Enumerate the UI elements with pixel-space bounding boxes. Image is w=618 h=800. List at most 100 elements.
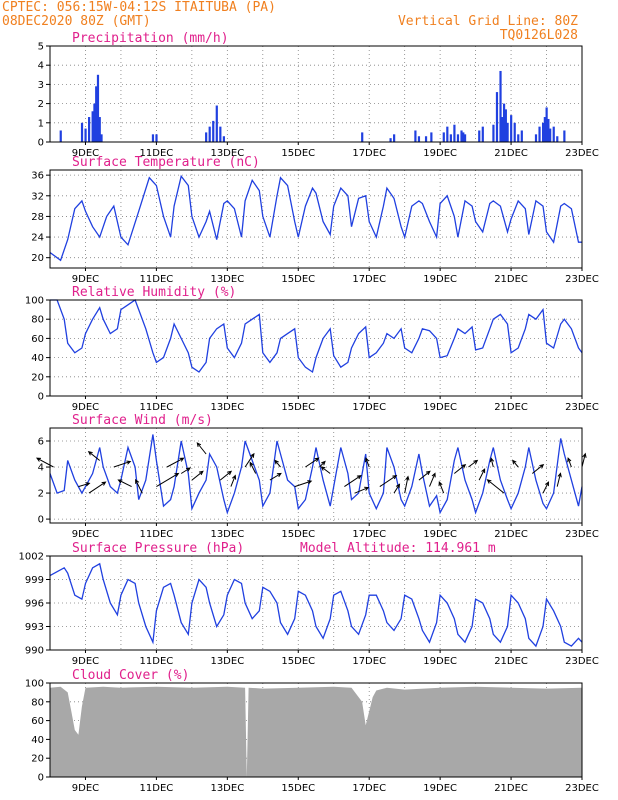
x-tick-label: 11DEC	[140, 148, 174, 159]
header-location: CPTEC: 056:15W-04:12S ITAITUBA (PA)	[2, 0, 276, 15]
x-tick-label: 23DEC	[565, 783, 599, 794]
y-tick-label: 4	[38, 61, 44, 72]
panel-title: Surface Pressure (hPa)	[72, 541, 244, 556]
wind-vector-arrow	[78, 482, 91, 488]
y-tick-label: 996	[25, 599, 44, 610]
x-tick-label: 19DEC	[423, 656, 457, 667]
wind-vector-arrow	[180, 467, 191, 474]
wind-vector-arrow	[393, 483, 401, 494]
precip-bar	[510, 115, 513, 142]
precip-bar	[151, 134, 155, 142]
x-tick-label: 11DEC	[140, 274, 174, 285]
x-tick-label: 11DEC	[140, 529, 174, 540]
precip-bar	[393, 134, 396, 142]
y-tick-label: 20	[31, 253, 44, 264]
precip-bar	[462, 132, 465, 142]
header: CPTEC: 056:15W-04:12S ITAITUBA (PA) 08DE…	[2, 0, 578, 43]
y-tick-label: 5	[38, 42, 44, 53]
x-tick-label: 15DEC	[281, 402, 315, 413]
precip-bar	[91, 111, 94, 142]
y-tick-label: 100	[25, 679, 44, 690]
wind-vector-arrow	[113, 460, 132, 468]
x-tick-label: 19DEC	[423, 274, 457, 285]
y-tick-label: 20	[31, 372, 44, 383]
x-tick-label: 13DEC	[210, 274, 244, 285]
x-tick-label: 21DEC	[494, 274, 528, 285]
wind-vector-arrow	[156, 472, 180, 488]
series-line-rh	[50, 298, 583, 374]
precip-bar	[545, 107, 548, 142]
wind-vector-arrow	[581, 452, 587, 468]
x-tick-label: 15DEC	[281, 274, 315, 285]
precip-bar	[552, 126, 555, 142]
precip-bar	[517, 134, 520, 142]
precip-bar	[495, 92, 499, 142]
x-tick-label: 11DEC	[140, 783, 174, 794]
x-tick-label: 9DEC	[72, 783, 99, 794]
x-tick-label: 19DEC	[423, 148, 457, 159]
x-tick-label: 9DEC	[72, 529, 99, 540]
y-tick-label: 999	[25, 575, 44, 586]
wind-vector-arrow	[404, 475, 410, 494]
precip-bar	[563, 130, 566, 142]
wind-vector-arrow	[531, 463, 545, 474]
x-tick-label: 17DEC	[352, 148, 386, 159]
x-tick-label: 19DEC	[423, 783, 457, 794]
wind-vector-arrow	[453, 463, 467, 474]
wind-vector-arrow	[344, 474, 362, 488]
x-tick-label: 23DEC	[565, 656, 599, 667]
precip-bar	[88, 117, 91, 142]
x-tick-label: 17DEC	[352, 656, 386, 667]
wind-vector-arrow	[35, 457, 54, 468]
precip-bar	[84, 128, 87, 142]
x-tick-label: 23DEC	[565, 274, 599, 285]
wind-vector-arrow	[294, 480, 313, 488]
wind-vector-arrow	[230, 474, 237, 487]
wind-vector-arrow	[567, 457, 572, 468]
x-tick-label: 23DEC	[565, 148, 599, 159]
precip-bar	[215, 105, 218, 142]
panels: 0 1 2 3 4 5 9DEC 11DEC 13DEC 15DEC 17DEC 19DEC 21DEC…	[19, 31, 599, 794]
wind-vector-arrow	[320, 466, 331, 474]
precip-bar	[442, 132, 445, 142]
panel-frame	[49, 555, 583, 651]
wind-vector-arrow	[489, 457, 495, 468]
y-tick-label: 100	[25, 296, 44, 307]
x-tick-label: 15DEC	[281, 656, 315, 667]
precip-bar	[543, 117, 546, 142]
precip-bar	[499, 70, 502, 142]
precip-bar	[538, 126, 541, 142]
precip-bar	[504, 109, 507, 142]
precip-bar	[219, 126, 222, 142]
x-tick-label: 11DEC	[140, 656, 174, 667]
precip-bar	[534, 134, 538, 142]
precip-bar	[456, 134, 460, 142]
wind-vector-arrow	[418, 470, 431, 481]
precip-bar	[513, 122, 516, 142]
panel-frame	[49, 427, 583, 524]
y-tick-label: 4	[38, 463, 44, 474]
wind-vector-arrow	[305, 457, 320, 468]
wind-vector-arrow	[438, 481, 445, 494]
precip-bar	[556, 136, 559, 142]
wind-vector-arrow	[117, 479, 132, 488]
panel-rh: 0 20 40 60 80 100 9DEC 11DEC 13DEC 15DEC 17DEC 19DE…	[25, 285, 599, 413]
panel-title: Relative Humidity (%)	[72, 285, 236, 300]
precip-bar	[463, 134, 467, 142]
precip-bar	[547, 118, 550, 142]
x-tick-label: 17DEC	[352, 529, 386, 540]
wind-vector-arrow	[191, 470, 204, 481]
y-tick-label: 40	[31, 735, 44, 746]
x-tick-label: 15DEC	[281, 529, 315, 540]
precip-bar	[502, 103, 506, 142]
header-date: 08DEC2020 80Z (GMT)	[2, 14, 151, 29]
header-model: TQ0126L028	[500, 28, 578, 43]
precip-bar	[430, 132, 433, 142]
y-tick-label: 0	[38, 392, 44, 403]
precip-bar	[361, 132, 364, 142]
y-tick-label: 3	[38, 80, 44, 91]
y-tick-label: 28	[31, 212, 44, 223]
cloud-area	[50, 686, 582, 777]
y-tick-label: 2	[38, 99, 44, 110]
panel-frame	[49, 299, 583, 397]
